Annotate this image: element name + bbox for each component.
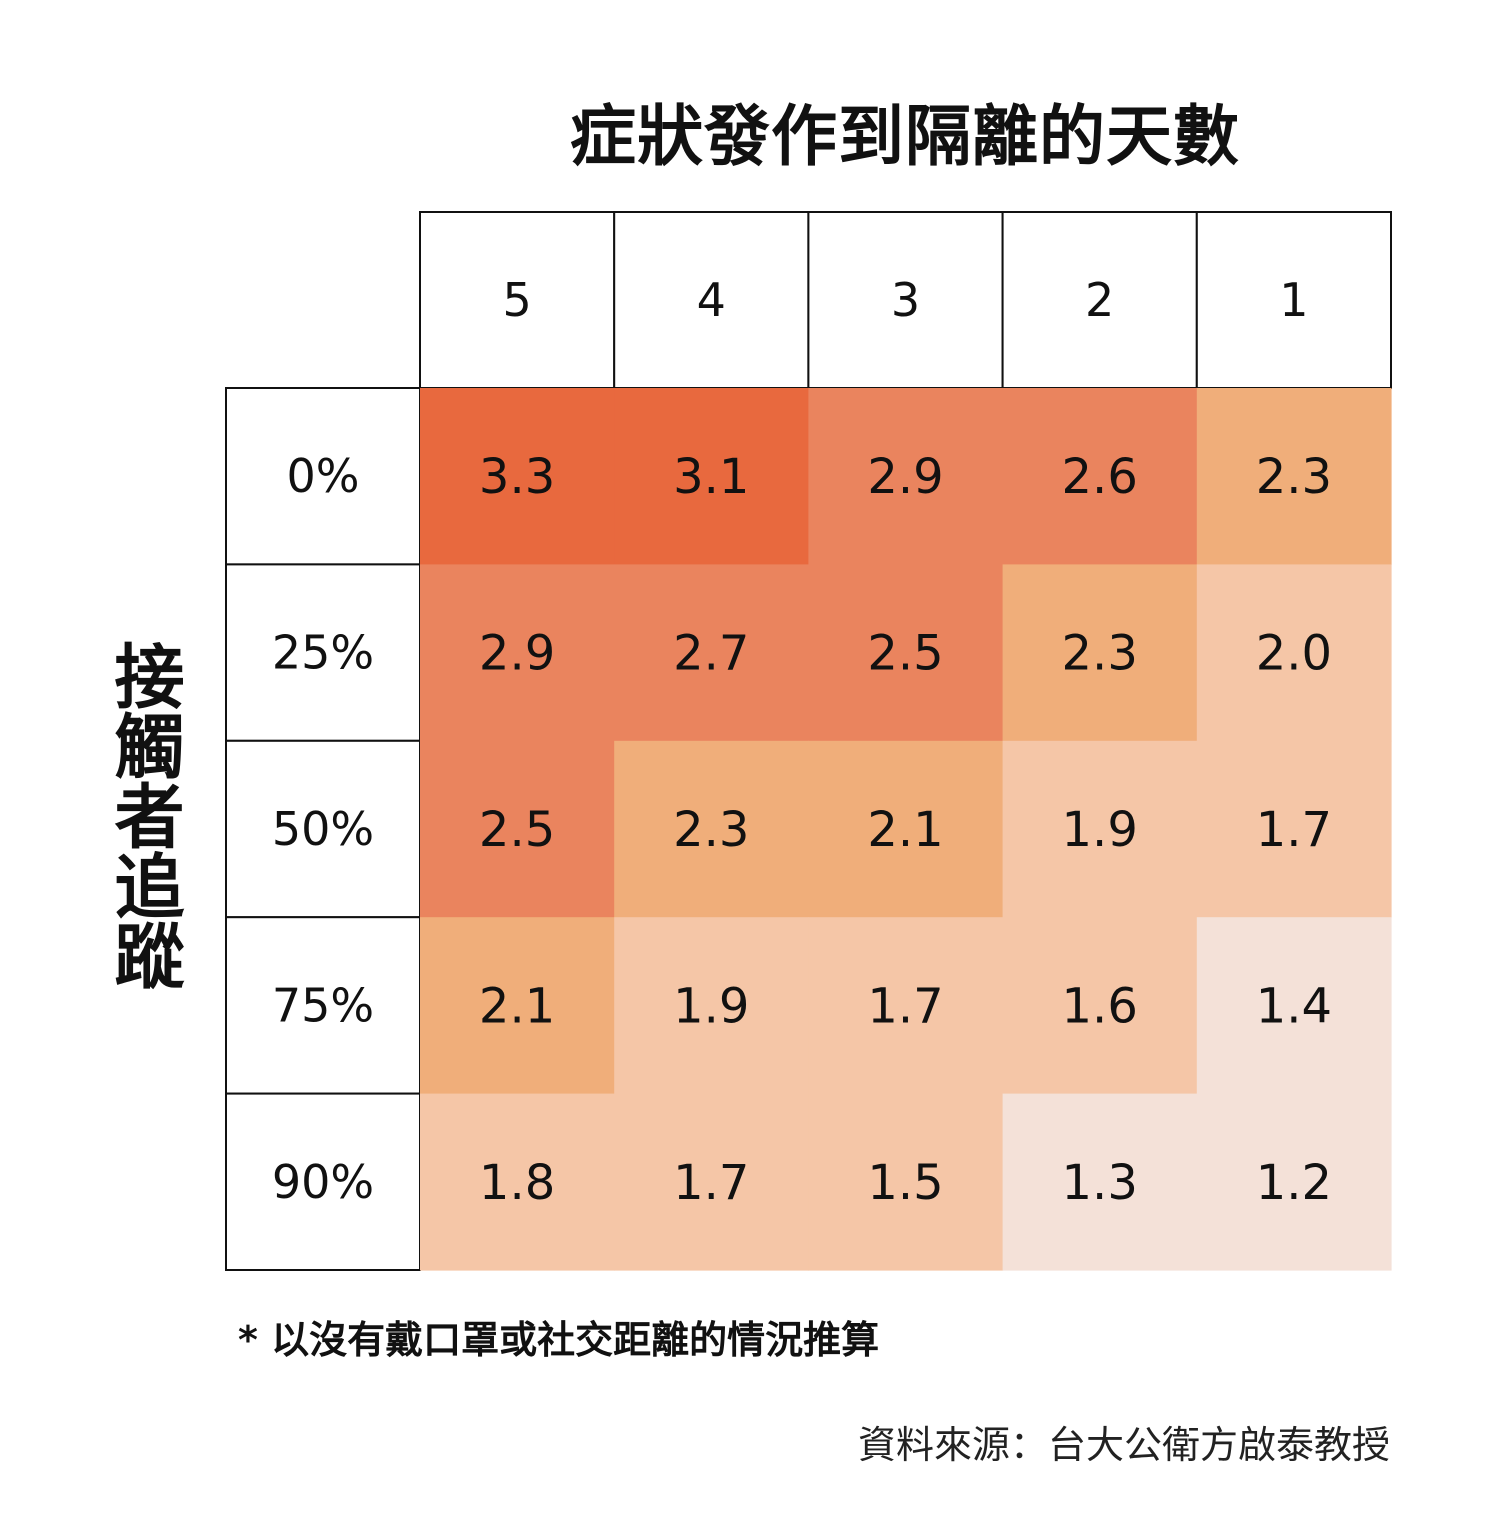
- heat-cell-value: 1.8: [479, 1155, 555, 1211]
- heat-cell: [1002, 388, 1198, 565]
- heat-cell: [808, 740, 1004, 918]
- heat-cell-value: 1.9: [673, 978, 749, 1034]
- heat-cell-value: 3.1: [673, 449, 749, 505]
- heat-cell: [808, 564, 1004, 742]
- heat-cell: [614, 740, 809, 918]
- heat-cell-value: 1.2: [1256, 1155, 1332, 1211]
- heat-cell-value: 2.6: [1062, 449, 1138, 505]
- row-header-label: 75%: [272, 978, 374, 1032]
- row-header-label: 50%: [272, 802, 374, 856]
- heat-cell-value: 2.9: [479, 626, 555, 682]
- column-header-label: 3: [891, 273, 920, 327]
- heat-cell: [1196, 388, 1392, 565]
- heat-cell-value: 1.6: [1062, 978, 1138, 1034]
- heat-cell: [1002, 1093, 1198, 1271]
- heat-cell-value: 2.0: [1256, 626, 1332, 682]
- heat-cell-value: 2.1: [479, 978, 555, 1034]
- heat-cell: [614, 1093, 809, 1271]
- heat-cell: [614, 917, 809, 1095]
- footnote: * 以沒有戴口罩或社交距離的情況推算: [238, 1318, 880, 1362]
- chart-title: 症狀發作到隔離的天數: [570, 98, 1240, 175]
- row-header-cell: [225, 739, 421, 919]
- column-header-cell: [1001, 211, 1198, 389]
- heat-cell-value: 1.3: [1062, 1155, 1138, 1211]
- heat-cell-value: 2.5: [479, 802, 555, 858]
- row-header-cell: [225, 387, 421, 566]
- heat-cell-value: 2.5: [867, 626, 943, 682]
- heat-cell: [1002, 740, 1198, 918]
- heat-cell: [808, 388, 1004, 565]
- heat-cell-value: 2.1: [867, 802, 943, 858]
- heat-cell-value: 2.7: [673, 626, 749, 682]
- heat-cell: [1002, 564, 1198, 742]
- heat-cell: [614, 564, 809, 742]
- heat-cell-value: 2.3: [1062, 626, 1138, 682]
- column-header-label: 5: [502, 273, 531, 327]
- heat-cell-value: 2.3: [673, 802, 749, 858]
- heat-cell: [808, 917, 1004, 1095]
- heat-cell: [1196, 1093, 1392, 1271]
- heat-cell: [808, 1093, 1004, 1271]
- heat-cell-value: 2.9: [867, 449, 943, 505]
- heat-cell-value: 2.3: [1256, 449, 1332, 505]
- heat-cell: [1196, 564, 1392, 742]
- heat-cell: [1196, 740, 1392, 918]
- row-header-label: 25%: [272, 626, 374, 680]
- column-header-label: 2: [1085, 273, 1114, 327]
- heat-cell: [1196, 917, 1392, 1095]
- row-header-label: 0%: [287, 449, 360, 503]
- heat-cell: [1002, 917, 1198, 1095]
- row-header-cell: [225, 563, 421, 742]
- column-header-label: 4: [697, 273, 726, 327]
- heat-cell-value: 1.5: [867, 1155, 943, 1211]
- heat-cell-value: 1.4: [1256, 978, 1332, 1034]
- row-header-cell: [225, 1092, 421, 1271]
- heat-cell: [420, 388, 615, 565]
- heat-cell-value: 1.7: [867, 978, 943, 1034]
- row-axis-label: 接觸者追蹤: [103, 640, 185, 990]
- source-credit: 資料來源：台大公衛方啟泰教授: [857, 1423, 1390, 1467]
- heat-cell-value: 3.3: [479, 449, 555, 505]
- heat-cell: [420, 564, 615, 742]
- heat-cell-value: 1.7: [1256, 802, 1332, 858]
- heat-cell-value: 1.7: [673, 1155, 749, 1211]
- row-header-label: 90%: [272, 1155, 374, 1209]
- column-header-cell: [1195, 211, 1393, 389]
- heat-cell-value: 1.9: [1062, 802, 1138, 858]
- column-header-label: 1: [1279, 273, 1308, 327]
- heat-cell: [420, 1093, 615, 1271]
- heat-cell: [614, 388, 809, 565]
- heat-cell: [420, 917, 615, 1095]
- heat-cell: [420, 740, 615, 918]
